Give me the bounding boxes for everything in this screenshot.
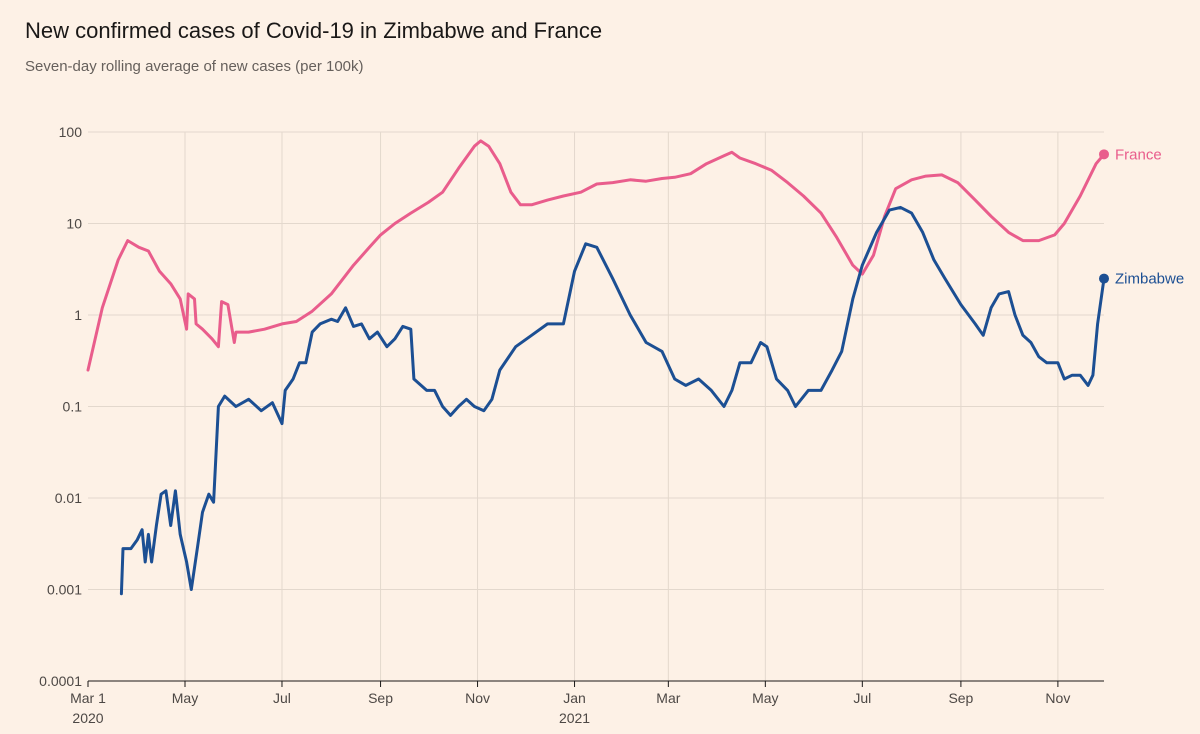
france-end-marker [1099, 149, 1109, 160]
x-tick-label: Mar [656, 690, 680, 706]
x-tick-label: Sep [368, 690, 393, 706]
zimbabwe-end-marker [1099, 273, 1109, 284]
vertical-grid-layer [184, 132, 1059, 681]
y-tick-label: 0.001 [47, 582, 82, 598]
x-tick-label: May [172, 690, 198, 706]
x-tick-label: Jul [853, 690, 871, 706]
axis-layer: 0.0001 0.001 0.01 0.1 1 10 100 Mar 1 2020 May Jul S… [39, 124, 1104, 726]
y-tick-label: 100 [59, 124, 83, 140]
y-tick-label: 0.1 [63, 399, 83, 415]
zimbabwe-series-label: Zimbabwe [1115, 271, 1184, 288]
x-tick-label: Jul [273, 690, 291, 706]
chart-title: New confirmed cases of Covid-19 in Zimba… [25, 18, 603, 43]
series-layer: France Zimbabwe [86, 139, 1184, 596]
france-series-label: France [1115, 146, 1162, 163]
x-tick-label: May [752, 690, 778, 706]
x-tick-label: Mar 1 [70, 690, 106, 706]
chart-subtitle: Seven-day rolling average of new cases (… [25, 58, 364, 75]
x-tick-label: Jan [563, 690, 586, 706]
y-tick-label: 0.0001 [39, 673, 82, 689]
x-tick-label: Nov [1045, 690, 1070, 706]
y-tick-label: 10 [66, 216, 82, 232]
x-tick-year-label: 2020 [72, 710, 103, 726]
x-tick-label: Sep [948, 690, 973, 706]
y-tick-label: 1 [74, 307, 82, 323]
grid-layer [88, 131, 1104, 590]
y-tick-label: 0.01 [55, 490, 82, 506]
zimbabwe-series-line [119, 205, 1106, 596]
x-tick-year-label: 2021 [559, 710, 590, 726]
x-tick-label: Nov [465, 690, 490, 706]
france-series-line [86, 139, 1106, 372]
